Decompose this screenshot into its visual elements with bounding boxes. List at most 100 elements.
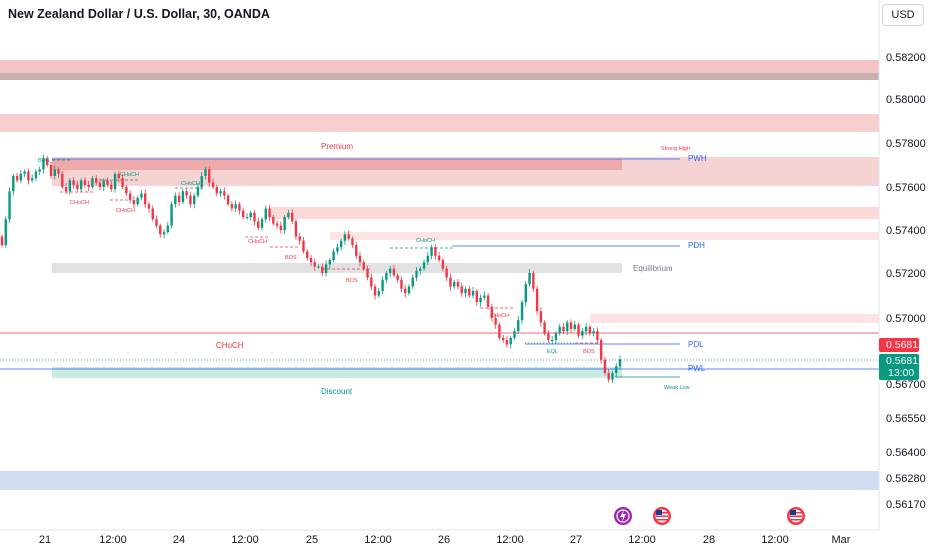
candle-body <box>400 279 403 289</box>
candle-body <box>19 173 23 181</box>
us-flag-event-icon-1[interactable] <box>653 507 671 525</box>
candle-body <box>46 158 49 165</box>
candle-body <box>517 320 520 332</box>
candle-body <box>38 169 41 172</box>
candle-body <box>110 184 113 190</box>
pdh-label: PDH <box>688 241 705 250</box>
time-axis[interactable]: 21 12:00 24 12:00 25 12:00 26 12:00 27 12:00 28 12:… <box>39 534 851 546</box>
time-tick: 27 <box>570 534 582 546</box>
candle-body <box>125 187 128 194</box>
price-tick: 0.57400 <box>886 225 926 237</box>
last-price-badge <box>879 338 919 352</box>
candle-body <box>321 266 324 273</box>
premium-label: Premium <box>321 142 353 151</box>
candle-body <box>87 184 90 187</box>
strong-high-label: Strong High <box>661 146 690 152</box>
price-axis[interactable]: 0.58200 0.58000 0.57800 0.57600 0.57400 0.572… <box>886 52 926 511</box>
candle-body <box>562 326 565 332</box>
time-tick: 12:00 <box>231 534 259 546</box>
candle-body <box>4 219 7 246</box>
candle-body <box>177 195 181 203</box>
candle-body <box>592 331 595 334</box>
candle-body <box>57 169 60 174</box>
candle-body <box>61 173 64 187</box>
time-tick: 12:00 <box>496 534 524 546</box>
candle-body <box>358 255 362 263</box>
candle-body <box>166 225 170 233</box>
candle-body <box>15 176 19 181</box>
candle-body <box>264 208 267 220</box>
discount-zone <box>52 367 622 378</box>
candle-body <box>385 273 388 280</box>
pdl-label: PDL <box>688 340 704 349</box>
candle-body <box>181 191 185 203</box>
candle-body <box>373 286 377 296</box>
candle-body <box>143 193 147 205</box>
currency-button[interactable]: USD <box>882 4 924 26</box>
premium-zone-core <box>52 159 622 170</box>
dividend-event-icon[interactable] <box>614 507 632 525</box>
candle-body <box>211 182 215 187</box>
candle-body <box>449 277 452 287</box>
candle-body <box>547 333 550 340</box>
candle-body <box>79 180 83 190</box>
choch-big-label: CHoCH <box>216 341 244 350</box>
pwh-label: PWH <box>688 154 707 163</box>
candle-body <box>208 169 211 183</box>
candle-body <box>279 225 283 230</box>
structure-label: CHoCH <box>120 172 139 178</box>
time-tick: 24 <box>173 534 185 546</box>
candle-body <box>603 359 607 373</box>
candle-body <box>415 270 418 278</box>
candle-body <box>581 331 584 336</box>
candle-body <box>494 318 497 325</box>
candle-body <box>30 178 34 181</box>
candle-body <box>151 208 154 220</box>
price-tick: 0.57600 <box>886 182 926 194</box>
candle-body <box>241 210 245 218</box>
candle-body <box>155 219 158 226</box>
candle-body <box>524 284 527 303</box>
price-tick: 0.56280 <box>886 473 926 485</box>
structure-label: BOS <box>285 255 297 261</box>
candle-body <box>543 322 546 334</box>
candle-body <box>260 219 264 228</box>
time-tick: 12:00 <box>99 534 127 546</box>
last-price-text: 0.56813 <box>886 339 924 351</box>
candle-body <box>419 268 422 271</box>
candle-body <box>471 291 475 296</box>
us-flag-event-icon-2[interactable] <box>787 507 805 525</box>
candle-body <box>328 260 332 265</box>
supply-zone-2 <box>0 114 879 132</box>
candle-body <box>140 193 143 198</box>
price-tick: 0.58000 <box>886 94 926 106</box>
candle-body <box>366 268 369 278</box>
time-tick: 12:00 <box>761 534 789 546</box>
candle-body <box>411 277 414 287</box>
candle-body <box>498 324 501 338</box>
candle-body <box>486 295 490 307</box>
candle-body <box>615 366 618 373</box>
candle-body <box>396 275 399 280</box>
candle-body <box>200 176 203 187</box>
price-tick: 0.57200 <box>886 268 926 280</box>
candle-body <box>509 337 512 345</box>
candle-body <box>388 268 392 273</box>
candle-body <box>249 212 252 218</box>
time-tick: 12:00 <box>628 534 656 546</box>
candle-body <box>294 221 298 237</box>
candle-body <box>174 195 177 205</box>
candle-body <box>554 333 558 340</box>
candle-body <box>34 171 38 179</box>
candle-body <box>27 171 30 181</box>
countdown-text: 13:00 <box>888 367 914 379</box>
demand-zone-bottom <box>0 471 879 490</box>
candle-body <box>253 212 256 222</box>
candle-body <box>456 282 460 287</box>
candle-body <box>290 212 294 222</box>
candle-body <box>437 255 441 261</box>
candle-body <box>558 326 561 334</box>
candle-body <box>8 191 11 220</box>
equilibrium-zone <box>52 263 622 273</box>
